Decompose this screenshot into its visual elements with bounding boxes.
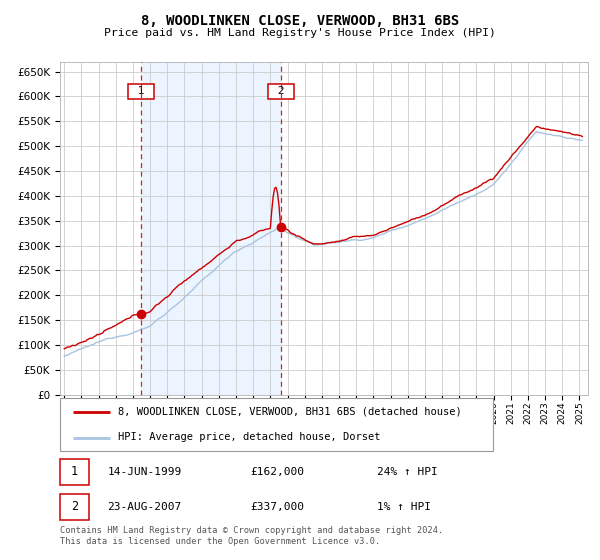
FancyBboxPatch shape bbox=[60, 398, 493, 451]
Text: 2: 2 bbox=[271, 86, 292, 96]
Text: £162,000: £162,000 bbox=[250, 467, 304, 477]
Text: 8, WOODLINKEN CLOSE, VERWOOD, BH31 6BS: 8, WOODLINKEN CLOSE, VERWOOD, BH31 6BS bbox=[141, 14, 459, 28]
Text: £337,000: £337,000 bbox=[250, 502, 304, 512]
Text: Contains HM Land Registry data © Crown copyright and database right 2024.
This d: Contains HM Land Registry data © Crown c… bbox=[60, 526, 443, 546]
Text: 1% ↑ HPI: 1% ↑ HPI bbox=[377, 502, 431, 512]
Text: 1: 1 bbox=[71, 465, 78, 478]
Text: 2: 2 bbox=[71, 500, 78, 514]
FancyBboxPatch shape bbox=[60, 459, 89, 485]
Text: 23-AUG-2007: 23-AUG-2007 bbox=[107, 502, 182, 512]
FancyBboxPatch shape bbox=[60, 493, 89, 520]
Text: 24% ↑ HPI: 24% ↑ HPI bbox=[377, 467, 437, 477]
Bar bbox=[141, 62, 281, 395]
Text: 14-JUN-1999: 14-JUN-1999 bbox=[107, 467, 182, 477]
Text: 8, WOODLINKEN CLOSE, VERWOOD, BH31 6BS (detached house): 8, WOODLINKEN CLOSE, VERWOOD, BH31 6BS (… bbox=[118, 407, 462, 417]
Text: Price paid vs. HM Land Registry's House Price Index (HPI): Price paid vs. HM Land Registry's House … bbox=[104, 28, 496, 38]
Text: HPI: Average price, detached house, Dorset: HPI: Average price, detached house, Dors… bbox=[118, 432, 380, 442]
Text: 1: 1 bbox=[131, 86, 151, 96]
